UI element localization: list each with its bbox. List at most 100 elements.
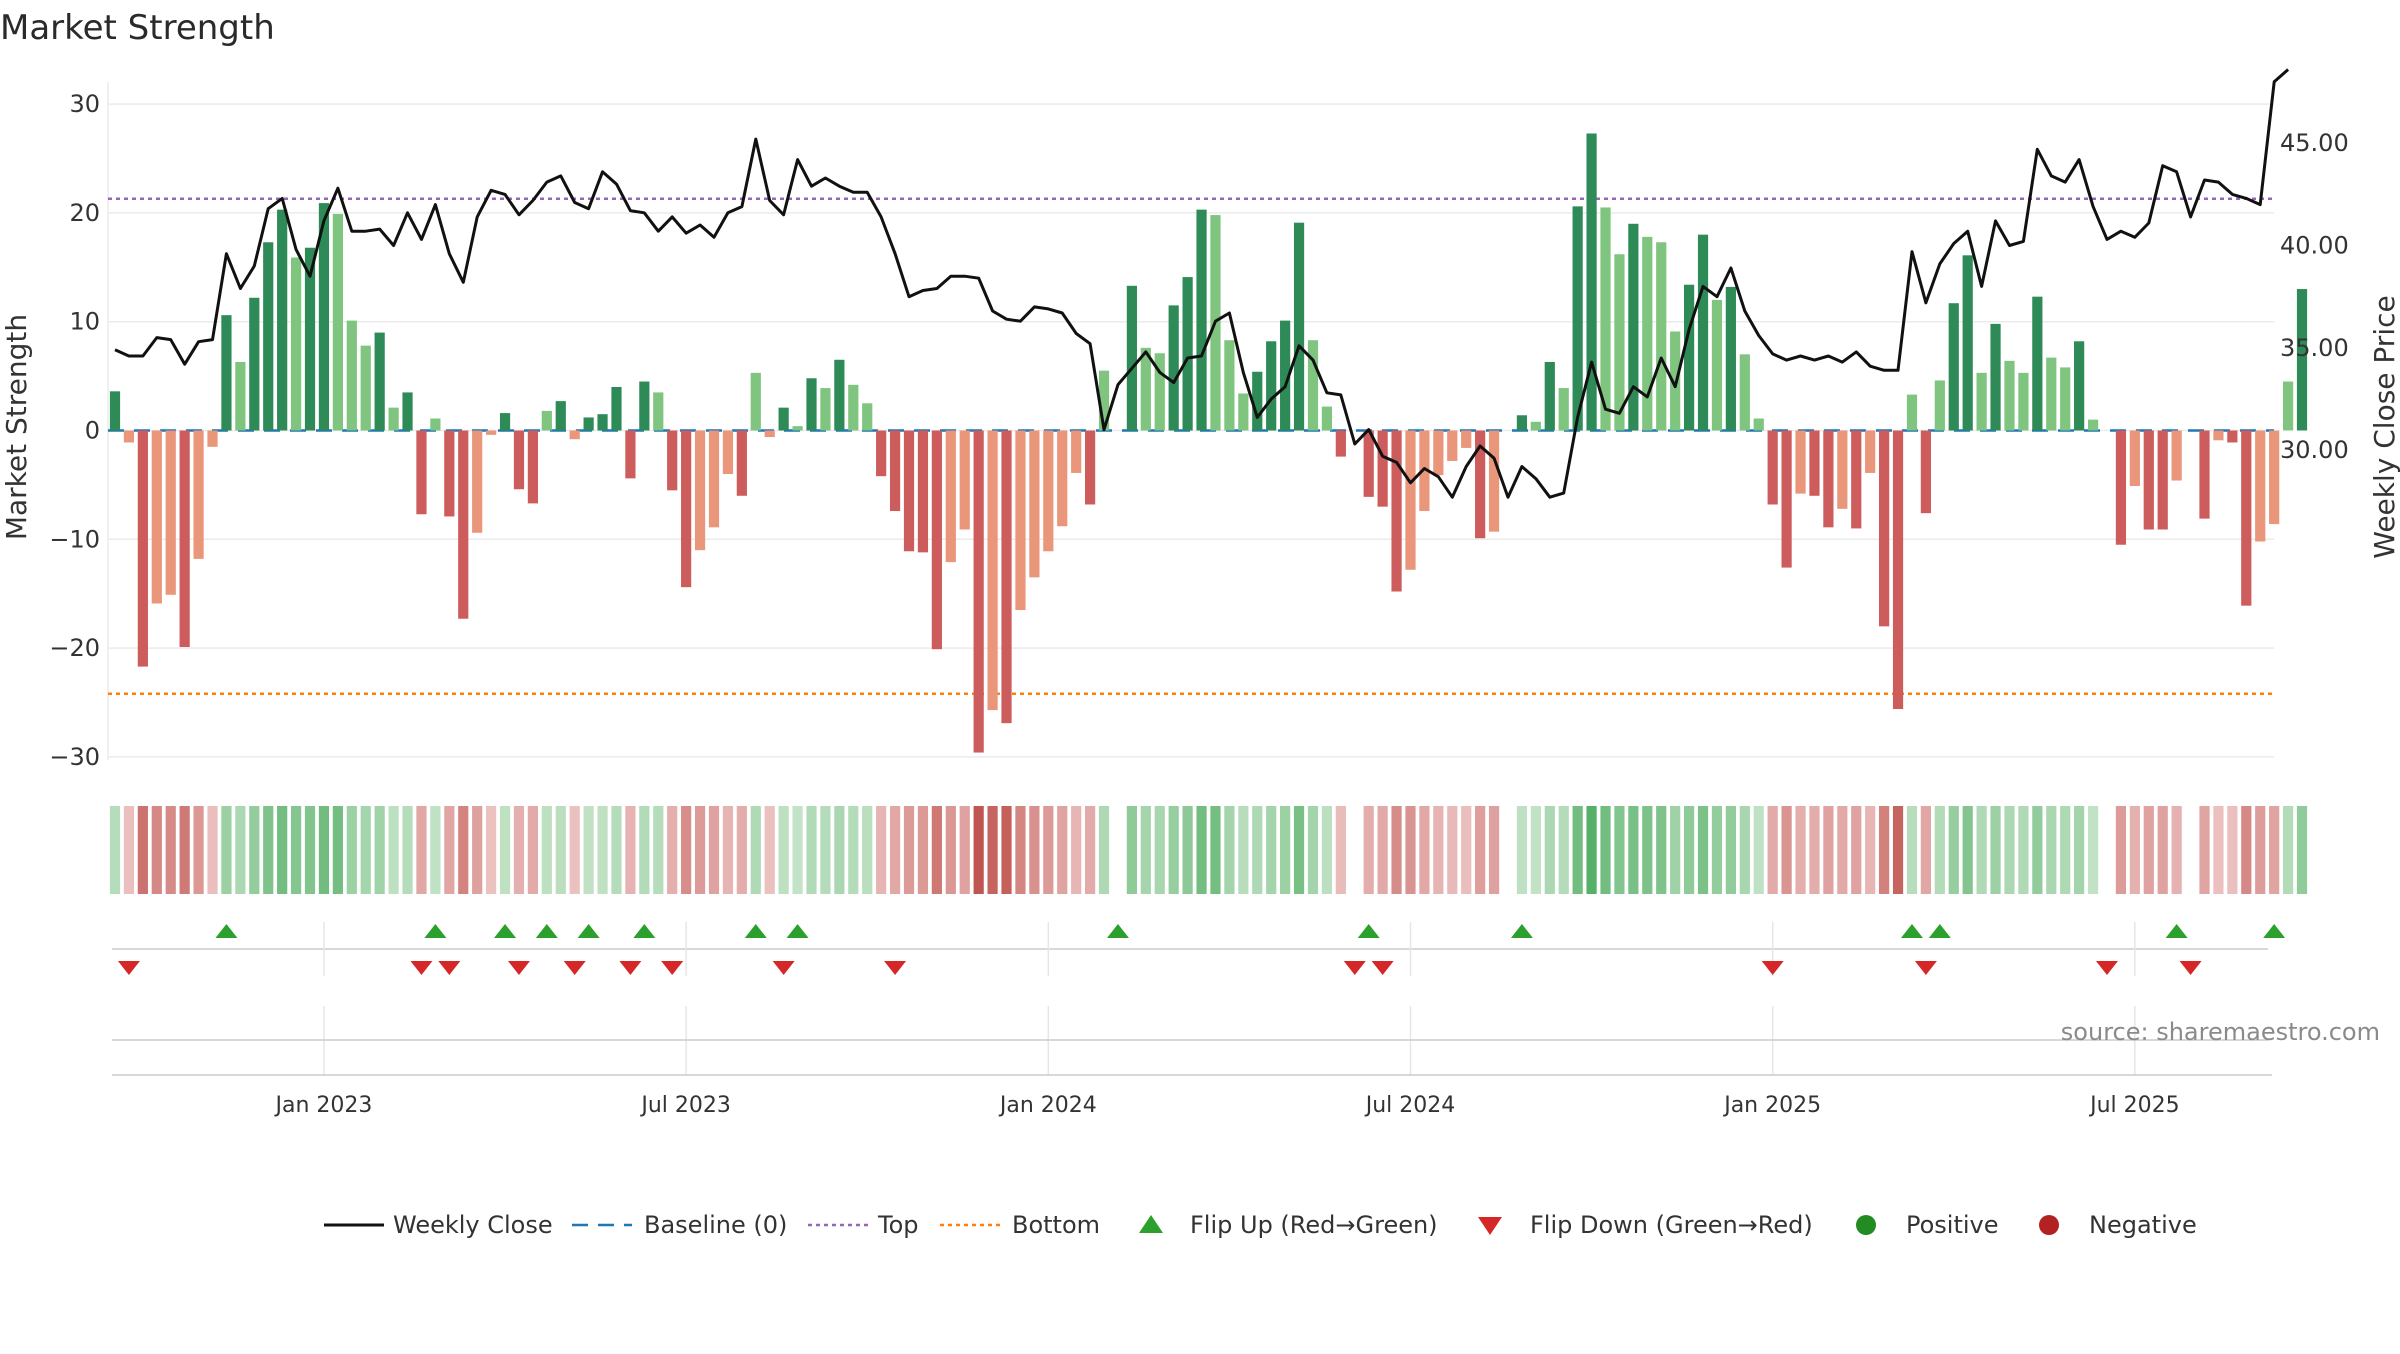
heat-cell	[1767, 806, 1778, 894]
heat-cell	[1057, 806, 1068, 894]
heat-cell	[2199, 806, 2210, 894]
left-y-axis: 30 20 10 0 −10 −20 −30	[49, 90, 100, 771]
strength-bar	[263, 242, 274, 431]
strength-bars	[109, 133, 2308, 753]
strength-bar	[973, 430, 984, 753]
heat-cell	[346, 806, 357, 894]
source-note: source: sharemaestro.com	[2061, 1018, 2380, 1046]
strength-bar	[527, 430, 538, 504]
heat-cell	[1363, 806, 1374, 894]
heat-cell	[1781, 806, 1792, 894]
strength-bar	[1085, 430, 1096, 505]
strength-bar	[806, 378, 817, 431]
strength-bar	[750, 372, 761, 431]
strength-bar	[1976, 372, 1987, 431]
flip-down-marker	[438, 961, 461, 975]
strength-bar	[1447, 430, 1458, 461]
heat-cell	[1307, 806, 1319, 894]
flip-down-marker	[619, 961, 642, 975]
strength-bar	[499, 413, 511, 431]
strength-bar	[235, 361, 246, 431]
heat-cell	[1321, 806, 1333, 894]
flip-up-marker	[535, 924, 558, 938]
heat-cell	[2129, 806, 2140, 894]
strength-bar	[792, 426, 803, 431]
y2-tick-label: 30.00	[2280, 436, 2349, 464]
strength-bar	[513, 430, 525, 490]
strength-bar	[1461, 430, 1472, 448]
y2-tick-label: 35.00	[2280, 334, 2349, 362]
strength-bar	[1377, 430, 1388, 507]
flip-down-marker	[507, 961, 530, 975]
heat-cell	[2213, 806, 2224, 894]
strength-bar	[2060, 367, 2071, 431]
strength-bar	[876, 430, 887, 477]
heat-cell	[792, 806, 803, 894]
heat-cell	[722, 806, 734, 894]
strength-bar	[2032, 296, 2043, 431]
strength-bar	[931, 430, 942, 650]
strength-bar	[1823, 430, 1834, 528]
legend-label: Negative	[2089, 1211, 2197, 1239]
heat-cell	[1990, 806, 2001, 894]
strength-bar	[1711, 299, 1723, 431]
strength-bar	[1433, 430, 1444, 476]
strength-bar	[541, 410, 552, 431]
strength-bar	[1363, 430, 1374, 497]
heat-cell	[945, 806, 956, 894]
heat-cell	[931, 806, 942, 894]
heat-cell	[1098, 806, 1110, 894]
heat-cell	[1238, 806, 1249, 894]
heat-cell	[1962, 806, 1973, 894]
strength-bar	[1683, 284, 1695, 431]
heat-cell	[1210, 806, 1221, 894]
flip-down-marker	[772, 961, 795, 975]
heat-cell	[653, 806, 664, 894]
strength-bar	[639, 381, 650, 431]
heat-cell	[778, 806, 789, 894]
heat-cell	[1906, 806, 1918, 894]
heat-cell	[1892, 806, 1904, 894]
legend-label: Weekly Close	[393, 1211, 553, 1239]
strength-bar	[249, 297, 260, 431]
flip-up-marker	[786, 924, 809, 938]
flip-up-marker	[1928, 924, 1951, 938]
heat-cell	[750, 806, 761, 894]
strength-bar	[834, 359, 845, 431]
heat-cell	[1224, 806, 1235, 894]
heat-cell	[555, 806, 566, 894]
strength-bar	[1057, 430, 1068, 527]
strength-bar	[2241, 430, 2252, 606]
heat-cell	[1697, 806, 1709, 894]
heat-cell	[318, 806, 330, 894]
x-tick-label: Jan 2025	[1722, 1093, 1821, 1118]
strength-bar	[374, 332, 385, 431]
heat-cell	[889, 806, 901, 894]
heat-cell	[876, 806, 887, 894]
strength-bar	[2074, 341, 2085, 431]
strength-bar	[1572, 206, 1583, 431]
strength-bar	[2296, 289, 2308, 431]
heat-cell	[1656, 806, 1667, 894]
heat-cell	[1628, 806, 1639, 894]
strength-bar	[889, 430, 901, 512]
heat-cell	[2241, 806, 2252, 894]
heat-cell	[1182, 806, 1193, 894]
heat-cell	[1739, 806, 1750, 894]
heat-cell	[2032, 806, 2043, 894]
strength-bar	[1753, 418, 1764, 431]
legend-label: Bottom	[1012, 1211, 1100, 1239]
heat-cell	[360, 806, 371, 894]
heat-cell	[1293, 806, 1305, 894]
strength-bar	[1739, 354, 1750, 431]
heat-cell	[681, 806, 692, 894]
chart-title: Market Strength	[0, 8, 275, 48]
heat-cell	[221, 806, 232, 894]
heat-cell	[1809, 806, 1820, 894]
strength-bar	[1725, 286, 1736, 431]
strength-bar	[611, 386, 622, 431]
flip-down-marker	[2179, 961, 2202, 975]
strength-bar	[2157, 430, 2168, 530]
heat-cell	[1168, 806, 1179, 894]
strength-bar	[2282, 381, 2294, 431]
